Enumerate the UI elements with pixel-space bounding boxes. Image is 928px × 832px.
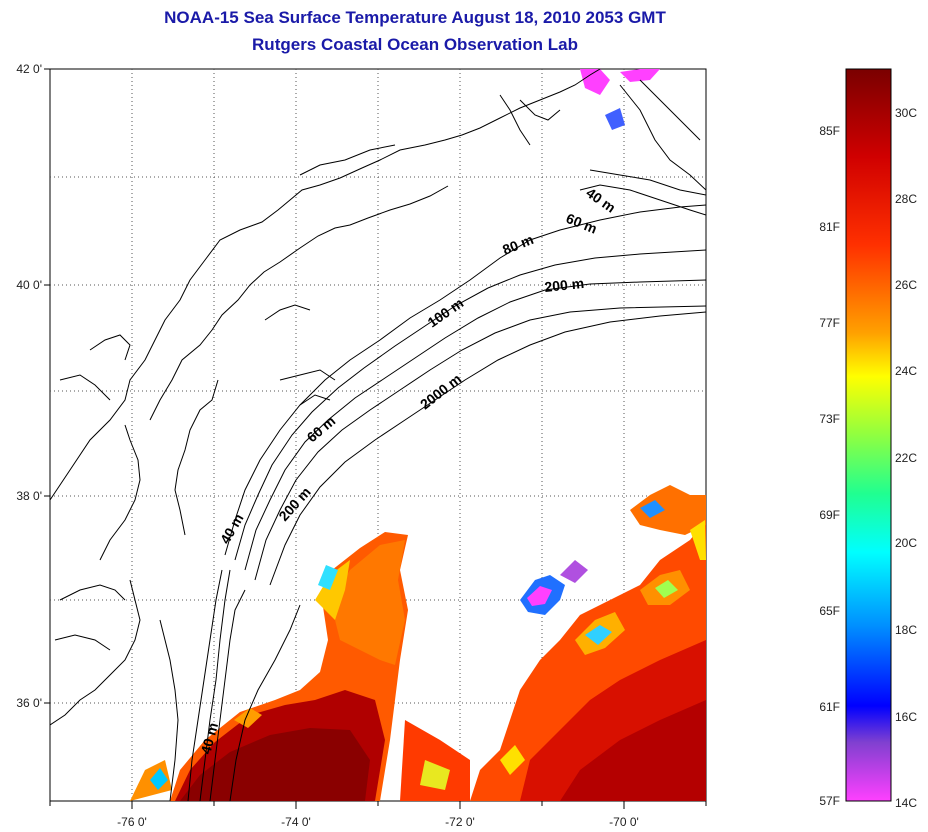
colorbar-fahrenheit-labels: 85F 81F 77F 73F 69F 65F 61F 57F	[819, 124, 840, 808]
lon-label-70: -70 0'	[609, 815, 639, 829]
colorbar-gradient	[845, 68, 892, 802]
sst-swath-southwest	[130, 532, 470, 801]
lon-label-76: -76 0'	[117, 815, 147, 829]
map-subtitle: Rutgers Coastal Ocean Observation Lab	[252, 35, 578, 54]
cb-c-label: 16C	[895, 710, 917, 724]
coastline	[50, 69, 706, 801]
cb-c-label: 28C	[895, 192, 917, 206]
cb-f-label: 73F	[819, 412, 840, 426]
colorbar-celsius-labels: 30C 28C 26C 24C 22C 20C 18C 16C 14C	[895, 106, 917, 810]
cb-c-label: 24C	[895, 364, 917, 378]
contour-label: 200 m	[544, 275, 585, 295]
cb-c-label: 26C	[895, 278, 917, 292]
cb-c-label: 18C	[895, 623, 917, 637]
sst-swath-northeast	[580, 69, 660, 130]
cb-f-label: 81F	[819, 220, 840, 234]
sst-swath-southeast	[470, 485, 706, 801]
cb-c-label: 14C	[895, 796, 917, 810]
lat-label-40: 40 0'	[16, 278, 42, 292]
contour-label: 40 m	[197, 721, 221, 756]
lat-label-38: 38 0'	[16, 489, 42, 503]
cb-c-label: 20C	[895, 536, 917, 550]
cb-c-label: 30C	[895, 106, 917, 120]
lat-label-36: 36 0'	[16, 696, 42, 710]
cb-f-label: 77F	[819, 316, 840, 330]
map-title: NOAA-15 Sea Surface Temperature August 1…	[164, 8, 666, 27]
colorbar: 85F 81F 77F 73F 69F 65F 61F 57F 30C 28C …	[819, 68, 917, 810]
cb-f-label: 65F	[819, 604, 840, 618]
lon-labels: -76 0' -74 0' -72 0' -70 0'	[117, 815, 639, 829]
lon-label-72: -72 0'	[445, 815, 475, 829]
lat-labels: 42 0' 40 0' 38 0' 36 0'	[16, 62, 42, 710]
cb-f-label: 85F	[819, 124, 840, 138]
cb-c-label: 22C	[895, 451, 917, 465]
bathymetry-contours	[187, 169, 706, 801]
lat-label-42: 42 0'	[16, 62, 42, 76]
cb-f-label: 69F	[819, 508, 840, 522]
cb-f-label: 57F	[819, 794, 840, 808]
cb-f-label: 61F	[819, 700, 840, 714]
lon-label-74: -74 0'	[281, 815, 311, 829]
axis-ticks	[44, 68, 707, 809]
